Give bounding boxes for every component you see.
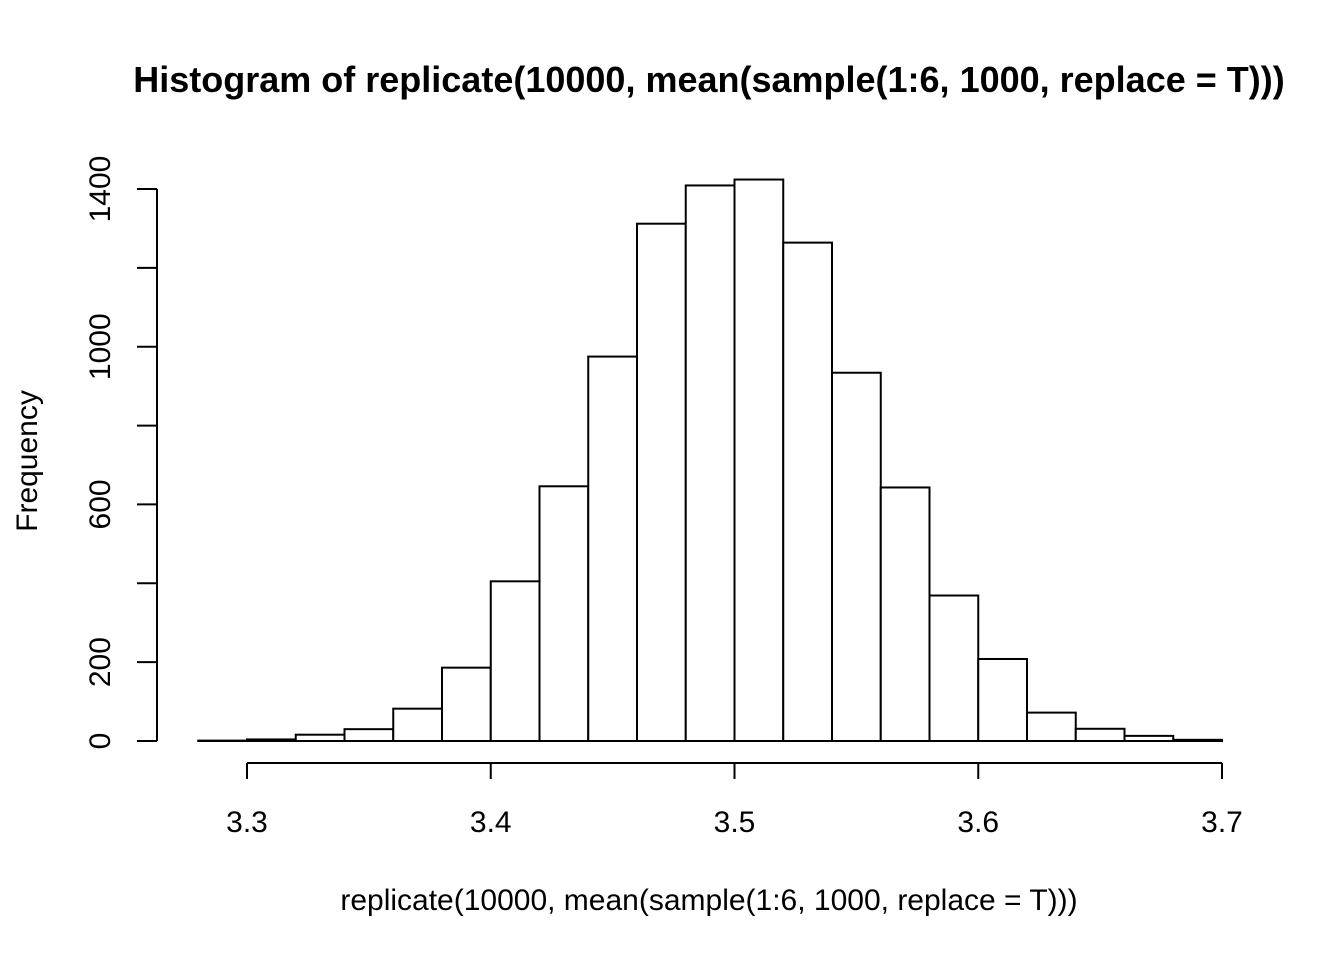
x-tick-label: 3.3 (226, 806, 268, 839)
histogram-bar (441, 666, 492, 742)
x-tick-label: 3.5 (714, 806, 756, 839)
x-tick-label: 3.7 (1201, 806, 1243, 839)
histogram-bar (733, 178, 785, 742)
y-tick-label: 0 (84, 733, 117, 750)
histogram-bar (879, 486, 931, 742)
histogram-bar (587, 355, 638, 742)
histogram-bar (977, 657, 1028, 743)
y-tick-label: 600 (84, 479, 117, 529)
x-axis-label: replicate(10000, mean(sample(1:6, 1000, … (340, 884, 1077, 917)
histogram-bar (538, 485, 590, 743)
x-axis: 3.3 3.4 3.5 3.6 3.7 (226, 762, 1243, 839)
histogram-bar (636, 222, 687, 742)
y-tick-label: 200 (84, 637, 117, 687)
y-axis: 0 200 600 1000 1400 (84, 156, 158, 750)
histogram-bar (392, 707, 443, 743)
chart-title: Histogram of replicate(10000, mean(sampl… (133, 59, 1284, 100)
x-tick-label: 3.6 (957, 806, 999, 839)
histogram-bar (684, 184, 736, 743)
y-tick-label: 1000 (84, 313, 117, 380)
y-axis-label: Frequency (11, 390, 44, 532)
x-tick-label: 3.4 (470, 806, 512, 839)
histogram-bar (928, 594, 980, 742)
histogram-bar (1026, 711, 1077, 743)
histogram-bar (831, 371, 882, 742)
histogram-bars (197, 178, 1223, 743)
histogram-bar (343, 728, 395, 743)
y-tick-label: 1400 (84, 156, 117, 223)
histogram-bar (1074, 727, 1126, 743)
histogram-bar (782, 241, 833, 742)
histogram-bar (489, 580, 541, 742)
